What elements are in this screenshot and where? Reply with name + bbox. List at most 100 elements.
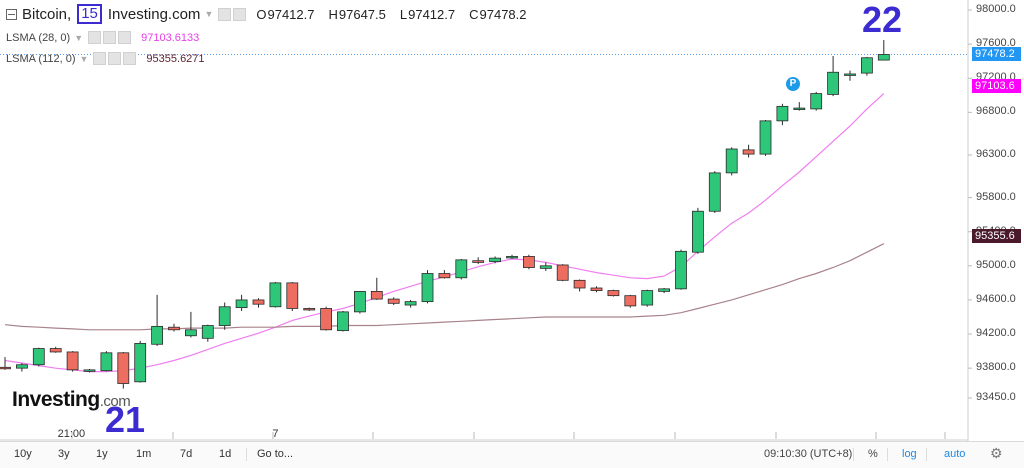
price-tick-label: 94200.0: [976, 327, 1016, 340]
price-tick-label: 94600.0: [976, 292, 1016, 305]
price-tick-label: 96300.0: [976, 147, 1016, 160]
price-tick-label: 98000.0: [976, 3, 1016, 15]
indicator-value: 95355.6271: [146, 52, 205, 65]
candle-body: [151, 325, 164, 345]
ohlc-low: L97412.7: [399, 6, 456, 22]
candle-body: [353, 291, 366, 313]
price-tick-label: 93800.0: [976, 361, 1016, 374]
time-tick-label: 21:00: [57, 428, 86, 440]
candle-body: [455, 259, 468, 279]
candle-body: [658, 288, 670, 292]
candle-body: [692, 210, 704, 253]
chevron-down-icon[interactable]: ▼: [79, 53, 89, 64]
close-icon[interactable]: [123, 52, 137, 65]
candle-body: [742, 149, 755, 155]
candle-body: [590, 287, 603, 291]
candle-body: [49, 348, 62, 353]
candle-body: [83, 369, 96, 372]
candle-body: [184, 329, 197, 337]
clock-label[interactable]: 09:10:30 (UTC+8): [764, 448, 853, 460]
price-tick-label: 96800.0: [976, 105, 1016, 118]
investing-logo: Investing.com: [12, 388, 131, 411]
collapse-icon[interactable]: [6, 8, 17, 20]
ohlc-high: H97647.5: [328, 6, 386, 22]
settings-icon[interactable]: ⚙: [990, 445, 1003, 461]
visibility-icon[interactable]: [88, 31, 102, 44]
candle-body: [523, 256, 535, 268]
candle-body: [641, 290, 654, 306]
settings-icon[interactable]: [103, 31, 117, 44]
candle-body: [421, 273, 434, 303]
price-chart[interactable]: [0, 0, 1024, 441]
timeframe-10y-button[interactable]: 10y: [14, 448, 32, 460]
candle-body: [252, 299, 265, 305]
candle-body: [235, 299, 248, 309]
candle-body: [134, 343, 147, 383]
pivot-marker-icon[interactable]: P: [786, 77, 800, 91]
log-toggle[interactable]: log: [902, 448, 917, 460]
candle-body: [810, 93, 823, 110]
close-icon[interactable]: [118, 31, 132, 44]
chevron-down-icon[interactable]: ▼: [74, 32, 84, 43]
settings-icon[interactable]: [108, 52, 122, 65]
candle-body: [286, 282, 299, 309]
ohlc-open: O97412.7: [256, 6, 315, 22]
price-tag-label: 95355.6: [972, 228, 1021, 243]
candle-body: [776, 105, 789, 122]
auto-toggle[interactable]: auto: [944, 448, 966, 460]
candle-body: [320, 308, 333, 331]
price-tick-label: 95000.0: [976, 258, 1016, 271]
timeframe-1d-button[interactable]: 1d: [219, 448, 232, 460]
chart-header: Bitcoin, 15 Investing.com ▼ O97412.7 H97…: [6, 4, 527, 24]
percent-toggle[interactable]: %: [868, 448, 878, 460]
price-tag-label: 97478.2: [972, 47, 1021, 62]
indicator-actions: [88, 31, 132, 44]
indicator-actions: [93, 52, 137, 65]
resolution-label[interactable]: 15: [77, 4, 102, 24]
timeframe-1y-button[interactable]: 1y: [96, 448, 108, 460]
candle-body: [624, 295, 637, 307]
toolbar-divider: [926, 448, 927, 461]
visibility-icon[interactable]: [218, 7, 232, 21]
settings-icon[interactable]: [233, 7, 247, 21]
candle-body: [725, 148, 738, 174]
candle-body: [472, 260, 485, 263]
candle-body: [489, 257, 502, 262]
symbol-name[interactable]: Bitcoin,: [22, 5, 72, 23]
price-tag-label: 97103.6: [972, 79, 1021, 94]
candle-body: [556, 264, 569, 281]
data-source: Investing.com: [107, 5, 201, 23]
annotation-number-left: 21: [105, 399, 146, 440]
chevron-down-icon[interactable]: ▼: [204, 9, 214, 19]
candle-body: [607, 290, 620, 297]
indicator-name[interactable]: LSMA (28, 0): [6, 31, 71, 44]
candle-body: [506, 256, 518, 259]
candle-body: [66, 351, 79, 371]
bottom-toolbar: 10y 3y 1y 1m 7d 1d Go to... 09:10:30 (UT…: [0, 441, 1024, 468]
candle-body: [15, 364, 28, 369]
toolbar-divider: [853, 448, 854, 461]
candle-body: [861, 57, 873, 74]
candle-body: [218, 306, 231, 326]
time-tick-label: 7: [272, 428, 279, 440]
toolbar-divider: [887, 448, 888, 461]
price-tick-label: 95800.0: [976, 190, 1016, 203]
candle-body: [32, 348, 45, 366]
candle-body: [573, 279, 586, 289]
timeframe-3y-button[interactable]: 3y: [58, 448, 70, 460]
timeframe-7d-button[interactable]: 7d: [180, 448, 193, 460]
indicator-value: 97103.6133: [141, 31, 200, 44]
annotation-number-right: 22: [862, 0, 903, 40]
candle-body: [438, 273, 451, 279]
indicator-name[interactable]: LSMA (112, 0): [6, 52, 76, 65]
candle-body: [370, 291, 383, 300]
goto-button[interactable]: Go to...: [257, 448, 294, 460]
timeframe-1m-button[interactable]: 1m: [136, 448, 152, 460]
ohlc-values: O97412.7 H97647.5 L97412.7 C97478.2: [256, 7, 526, 22]
visibility-icon[interactable]: [93, 52, 107, 65]
indicator-legend-lsma-28: LSMA (28, 0) ▼ 97103.6133: [6, 31, 199, 44]
price-tick-label: 93450.0: [976, 391, 1016, 403]
candle-body: [337, 311, 349, 332]
candle-body: [0, 366, 11, 370]
